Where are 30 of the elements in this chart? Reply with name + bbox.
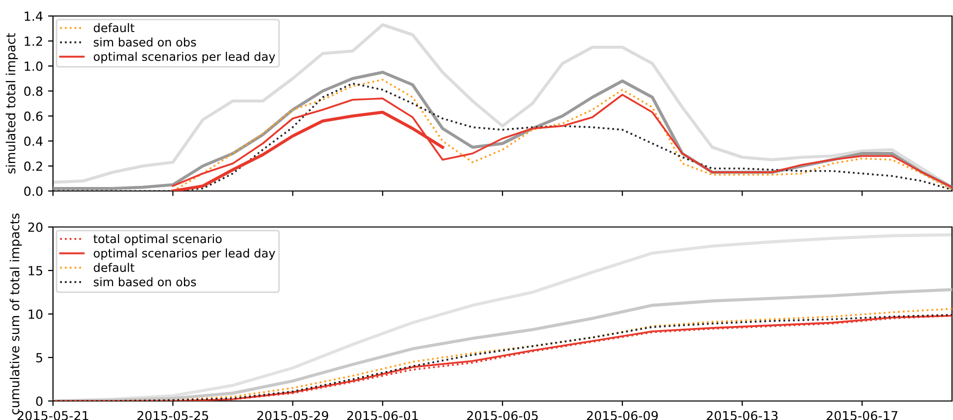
- legend-label: total optimal scenario: [93, 234, 222, 246]
- y-axis-title: simulated total impact: [6, 33, 18, 174]
- y-tick-label: 1.4: [24, 12, 43, 21]
- x-tick-label: 2015-06-09: [586, 410, 658, 420]
- legend-label: optimal scenarios per lead day: [94, 248, 276, 260]
- y-tick-label: 0: [36, 396, 42, 406]
- x-tick-label: 2015-06-17: [826, 410, 898, 420]
- y-tick-label: 0.2: [24, 161, 42, 171]
- y-tick-label: 0.4: [24, 136, 43, 146]
- y-tick-label: 5: [36, 353, 42, 362]
- x-tick-label: 2015-05-25: [137, 410, 208, 420]
- x-tick-label: 2015-05-29: [257, 410, 328, 420]
- y-tick-label: 1.2: [24, 36, 42, 46]
- y-tick-label: 10: [28, 309, 42, 319]
- x-tick-label: 2015-06-05: [467, 410, 538, 420]
- y-tick-label: 20: [28, 222, 42, 232]
- y-tick-label: 0.8: [24, 86, 42, 96]
- line-series: [172, 94, 952, 188]
- y-tick-label: 0.0: [24, 186, 42, 196]
- x-tick-label: 2015-06-13: [706, 410, 778, 420]
- x-tick-label: 2015-06-01: [347, 410, 418, 420]
- legend-label: default: [94, 23, 134, 32]
- y-tick-label: 15: [28, 266, 42, 276]
- y-tick-label: 0.6: [24, 111, 42, 121]
- legend-label: sim based on obs: [94, 37, 196, 47]
- y-tick-label: 1.0: [24, 61, 42, 71]
- x-tick-label: 2015-05-21: [18, 410, 88, 420]
- legend-label: sim based on obs: [94, 277, 196, 286]
- legend-label: default: [94, 262, 134, 272]
- legend-label: optimal scenarios per lead day: [94, 52, 276, 64]
